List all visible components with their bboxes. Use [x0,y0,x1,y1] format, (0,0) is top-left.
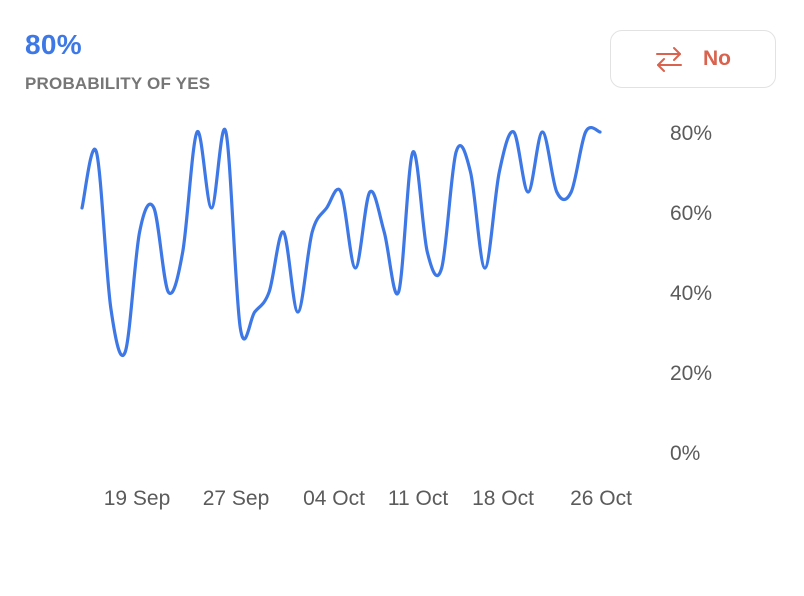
x-tick-label: 11 Oct [388,487,448,510]
x-tick-label: 04 Oct [303,487,365,510]
x-tick-label: 19 Sep [104,487,171,510]
y-tick-label: 60% [670,202,712,225]
probability-label: PROBABILITY OF YES [25,74,211,93]
x-tick-label: 27 Sep [203,487,270,510]
y-tick-label: 80% [670,122,712,145]
x-tick-label: 26 Oct [570,487,632,510]
switch-outcome-label: No [703,47,731,70]
probability-value: 80% [25,29,82,60]
y-tick-label: 0% [670,442,700,465]
x-axis-ticks: 19 Sep 27 Sep 04 Oct 11 Oct 18 Oct 26 Oct [104,487,632,510]
swap-arrows-icon [655,46,683,72]
series-line [80,126,602,358]
y-tick-label: 40% [670,282,712,305]
y-tick-label: 20% [670,362,712,385]
y-axis-ticks: 0% 20% 40% 60% 80% [670,122,712,465]
switch-outcome-button[interactable]: No [610,30,776,88]
x-tick-label: 18 Oct [472,487,534,510]
